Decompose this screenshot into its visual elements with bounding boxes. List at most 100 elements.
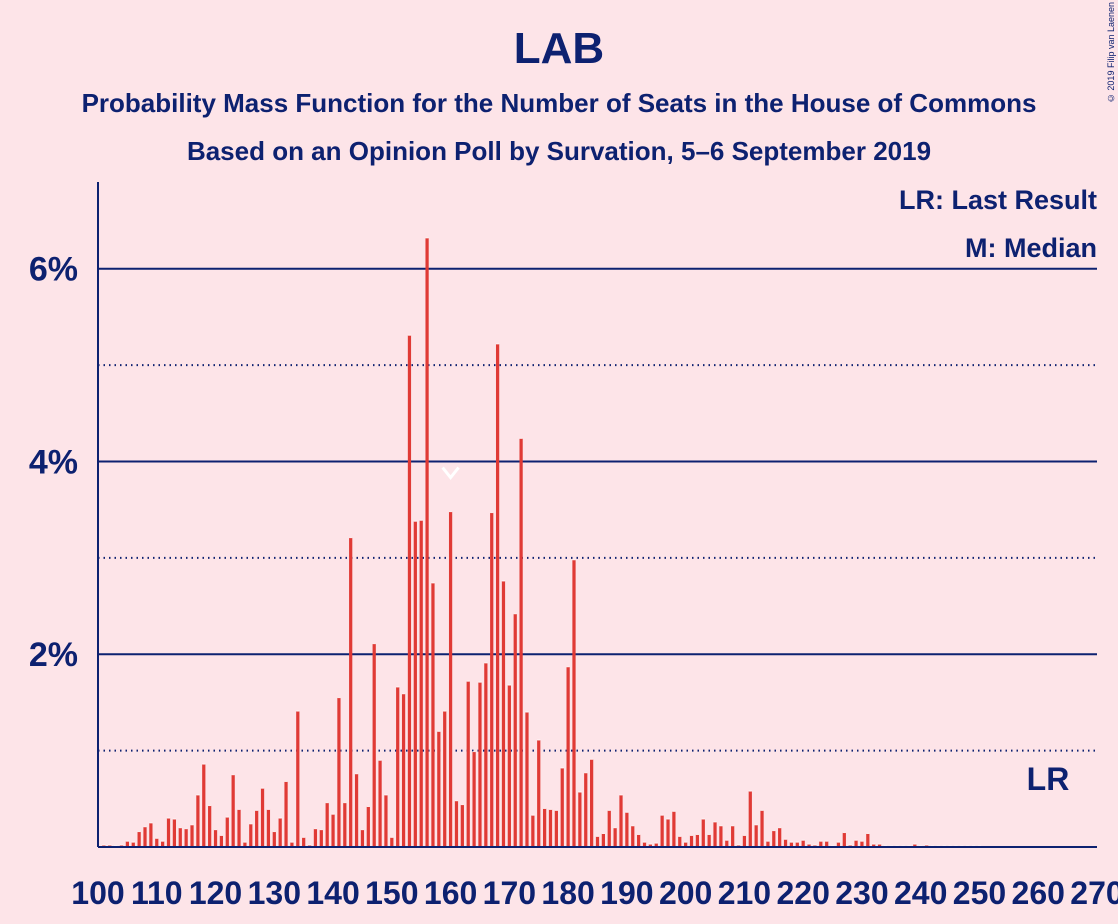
bar-seat-194 xyxy=(648,844,653,847)
bar-seat-137 xyxy=(313,828,318,847)
bar-seat-123 xyxy=(231,774,235,847)
x-tick-label: 150 xyxy=(365,875,418,911)
bar-seat-198 xyxy=(672,811,676,847)
chart-subtitle-line-2: Based on an Opinion Poll by Survation, 5… xyxy=(186,136,932,166)
bar-seat-186 xyxy=(601,833,605,847)
bar-seat-174 xyxy=(531,815,535,847)
bar-seat-155 xyxy=(419,520,423,847)
bar-seat-159 xyxy=(443,711,447,847)
x-tick-label: 160 xyxy=(424,875,477,911)
median-marker xyxy=(441,466,460,481)
bar-seat-139 xyxy=(325,802,329,847)
x-tick-label: 260 xyxy=(1012,875,1065,911)
bar-seat-108 xyxy=(143,826,147,847)
bar-seat-213 xyxy=(760,810,764,847)
bar-seat-181 xyxy=(572,559,576,847)
bar-seat-178 xyxy=(554,810,558,847)
bar-seat-203 xyxy=(701,819,705,847)
bar-seat-121 xyxy=(219,835,224,847)
bar-seat-215 xyxy=(772,830,776,847)
bar-series xyxy=(102,237,982,847)
x-tick-label: 140 xyxy=(306,875,359,911)
bar-seat-110 xyxy=(155,838,159,847)
x-tick-label: 240 xyxy=(894,875,947,911)
x-tick-label: 180 xyxy=(541,875,594,911)
bar-seat-144 xyxy=(354,773,359,847)
x-tick-label: 170 xyxy=(483,875,536,911)
bar-seat-175 xyxy=(537,740,541,847)
bar-seat-169 xyxy=(501,581,506,847)
bar-seat-184 xyxy=(590,759,594,847)
bar-seat-206 xyxy=(719,825,723,847)
bar-seat-180 xyxy=(566,666,570,847)
bar-seat-201 xyxy=(689,835,694,847)
y-tick-label: 4% xyxy=(29,443,78,481)
bar-seat-218 xyxy=(789,842,794,847)
x-tick-label: 220 xyxy=(776,875,829,911)
bar-seat-183 xyxy=(584,772,588,847)
bar-seat-147 xyxy=(372,643,376,847)
bar-seat-111 xyxy=(161,841,165,847)
bar-seat-134 xyxy=(296,711,300,847)
bar-seat-224 xyxy=(825,841,829,847)
bar-seat-176 xyxy=(542,808,547,847)
x-tick-label: 250 xyxy=(953,875,1006,911)
bar-seat-120 xyxy=(213,829,218,847)
bar-seat-226 xyxy=(836,842,841,847)
last-result-marker: LR xyxy=(1027,761,1070,797)
bar-seat-160 xyxy=(448,511,453,847)
bar-seat-105 xyxy=(125,841,129,847)
bar-seat-126 xyxy=(249,823,253,847)
bar-seat-135 xyxy=(302,837,306,847)
bar-seat-150 xyxy=(390,837,394,847)
bar-seat-122 xyxy=(225,817,229,847)
chart-subtitle-line-1: Probability Mass Function for the Number… xyxy=(81,88,1037,118)
bar-seat-116 xyxy=(190,824,194,847)
bar-seat-200 xyxy=(684,842,688,847)
bar-seat-161 xyxy=(454,800,459,847)
bar-seat-202 xyxy=(695,834,700,847)
bar-seat-214 xyxy=(766,841,770,847)
bar-seat-190 xyxy=(625,812,629,847)
bar-seat-192 xyxy=(637,834,641,847)
bar-seat-177 xyxy=(548,809,553,847)
chart-title: LAB xyxy=(513,24,605,73)
bar-seat-171 xyxy=(513,613,517,847)
bar-seat-132 xyxy=(284,781,288,847)
legend-last-result: LR: Last Result xyxy=(899,185,1097,215)
bar-seat-193 xyxy=(642,842,647,847)
bar-seat-232 xyxy=(872,844,876,847)
bar-seat-168 xyxy=(495,343,500,847)
x-tick-label: 210 xyxy=(718,875,771,911)
bar-seat-185 xyxy=(595,836,600,847)
bar-seat-107 xyxy=(137,831,141,847)
bar-seat-154 xyxy=(413,521,417,847)
bar-seat-153 xyxy=(407,335,412,847)
bar-seat-148 xyxy=(378,760,382,847)
bar-seat-141 xyxy=(337,697,341,847)
bar-seat-199 xyxy=(678,836,682,847)
bar-seat-127 xyxy=(255,810,259,847)
bar-seat-145 xyxy=(360,829,365,847)
x-tick-label: 270 xyxy=(1070,875,1118,911)
bar-seat-115 xyxy=(184,828,188,847)
x-tick-label: 120 xyxy=(189,875,242,911)
bar-seat-130 xyxy=(272,831,276,847)
bar-seat-152 xyxy=(401,693,406,847)
bar-seat-191 xyxy=(631,825,635,847)
x-tick-labels: 100 110 120 130 140 150 160 170 180 190 200 210 220 2… xyxy=(71,875,1118,911)
axes xyxy=(97,182,1097,848)
y-tick-labels: 2% 4% 6% xyxy=(29,251,78,675)
x-tick-label: 100 xyxy=(71,875,124,911)
x-tick-label: 130 xyxy=(248,875,301,911)
bar-seat-220 xyxy=(801,840,805,847)
bar-seat-196 xyxy=(660,815,664,847)
bar-seat-118 xyxy=(202,764,206,847)
bar-seat-227 xyxy=(842,832,846,847)
bar-seat-179 xyxy=(560,767,564,847)
bar-seat-140 xyxy=(331,814,335,847)
bar-seat-164 xyxy=(472,751,476,847)
bar-seat-117 xyxy=(196,794,200,847)
bar-seat-217 xyxy=(783,839,788,847)
